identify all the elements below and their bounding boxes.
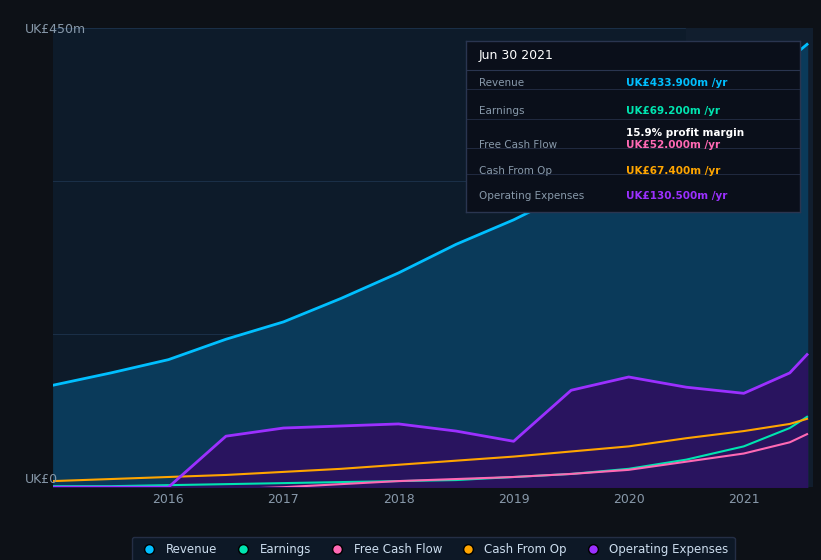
Text: 15.9% profit margin: 15.9% profit margin bbox=[626, 128, 745, 138]
Text: Free Cash Flow: Free Cash Flow bbox=[479, 140, 557, 150]
Text: UK£433.900m /yr: UK£433.900m /yr bbox=[626, 78, 727, 88]
Text: Earnings: Earnings bbox=[479, 106, 525, 116]
Text: Operating Expenses: Operating Expenses bbox=[479, 191, 585, 201]
Text: UK£450m: UK£450m bbox=[25, 24, 85, 36]
Text: Revenue: Revenue bbox=[479, 78, 524, 88]
Text: UK£130.500m /yr: UK£130.500m /yr bbox=[626, 191, 727, 201]
Text: UK£0: UK£0 bbox=[25, 473, 57, 486]
Text: UK£67.400m /yr: UK£67.400m /yr bbox=[626, 166, 721, 176]
Text: UK£69.200m /yr: UK£69.200m /yr bbox=[626, 106, 720, 116]
Legend: Revenue, Earnings, Free Cash Flow, Cash From Op, Operating Expenses: Revenue, Earnings, Free Cash Flow, Cash … bbox=[131, 537, 735, 560]
Text: Cash From Op: Cash From Op bbox=[479, 166, 552, 176]
Bar bbox=[686, 28, 813, 487]
Text: UK£52.000m /yr: UK£52.000m /yr bbox=[626, 140, 720, 150]
Text: Jun 30 2021: Jun 30 2021 bbox=[479, 49, 554, 62]
